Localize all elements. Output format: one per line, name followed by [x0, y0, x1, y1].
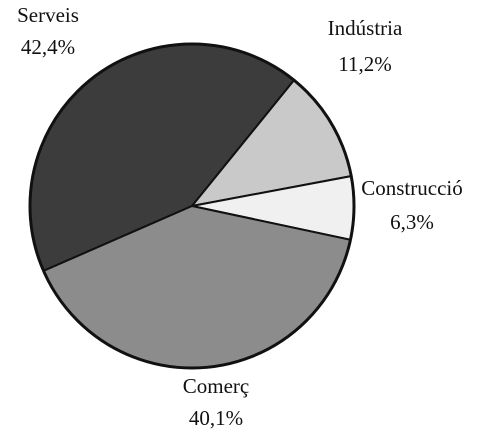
slice-value-label: 6,3% — [390, 210, 434, 234]
slice-label: Indústria — [328, 16, 403, 40]
slice-label: Serveis — [17, 3, 79, 27]
pie-outline — [28, 42, 356, 370]
slice-label: Comerç — [183, 374, 249, 398]
slice-value-label: 11,2% — [338, 52, 391, 76]
slice-label: Construcció — [361, 176, 462, 200]
slice-value-label: 42,4% — [21, 35, 75, 59]
slice-value-label: 40,1% — [189, 406, 243, 430]
